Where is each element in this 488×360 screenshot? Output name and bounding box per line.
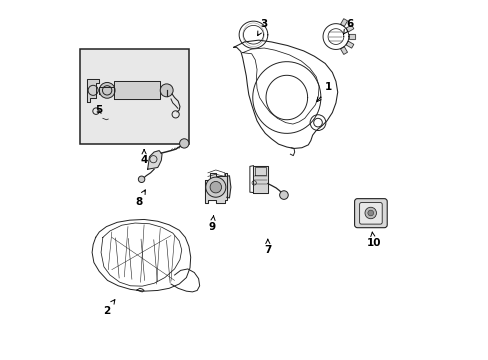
Circle shape <box>364 207 376 219</box>
Text: 9: 9 <box>208 216 215 231</box>
Polygon shape <box>113 81 160 99</box>
Polygon shape <box>340 47 347 54</box>
Circle shape <box>138 176 144 183</box>
Polygon shape <box>348 35 355 39</box>
Text: 3: 3 <box>257 19 267 36</box>
Circle shape <box>160 84 173 97</box>
Circle shape <box>210 181 221 193</box>
Polygon shape <box>226 176 230 198</box>
Text: 6: 6 <box>343 19 353 34</box>
Polygon shape <box>340 19 347 26</box>
Text: 4: 4 <box>140 149 147 165</box>
FancyBboxPatch shape <box>354 199 386 228</box>
Bar <box>80 49 188 144</box>
Text: 7: 7 <box>264 239 271 255</box>
Circle shape <box>205 177 225 197</box>
Text: 2: 2 <box>102 300 115 316</box>
Polygon shape <box>253 166 267 193</box>
Text: 5: 5 <box>96 105 102 115</box>
Circle shape <box>179 139 188 148</box>
Text: 1: 1 <box>316 82 332 102</box>
Polygon shape <box>204 173 226 203</box>
Circle shape <box>99 82 115 98</box>
Polygon shape <box>346 41 353 48</box>
Polygon shape <box>86 79 99 102</box>
FancyBboxPatch shape <box>359 203 382 224</box>
Polygon shape <box>147 150 162 169</box>
Circle shape <box>367 210 373 216</box>
Text: 8: 8 <box>135 190 145 207</box>
Circle shape <box>279 191 287 199</box>
Polygon shape <box>346 25 353 32</box>
Text: 10: 10 <box>366 232 380 248</box>
